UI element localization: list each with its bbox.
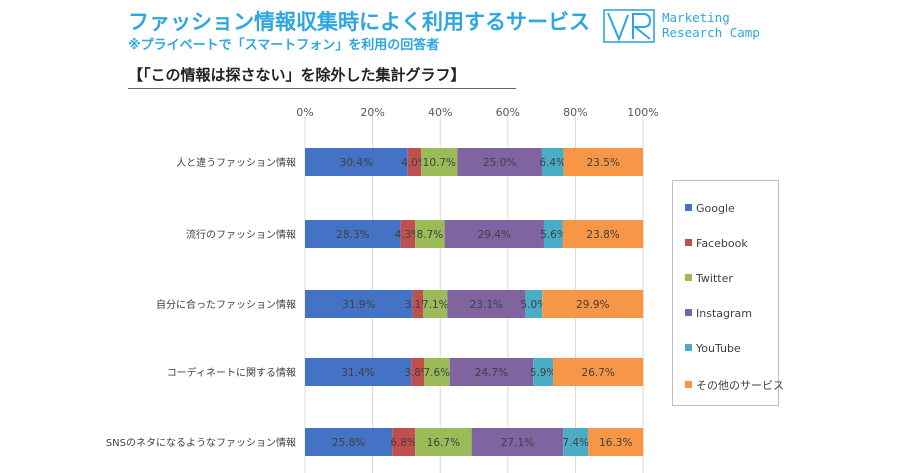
data-label: 25.8% xyxy=(332,437,365,449)
bar-segment xyxy=(415,428,472,456)
section-underline xyxy=(128,88,516,89)
data-label: 25.0% xyxy=(483,157,516,169)
category-label: 自分に合ったファッション情報 xyxy=(156,298,296,311)
page-title: ファッション情報収集時によく利用するサービス xyxy=(128,10,590,34)
bar-segment xyxy=(305,148,408,176)
legend-swatch xyxy=(685,274,692,281)
bar-segment xyxy=(305,220,401,248)
bar-segment xyxy=(411,358,424,386)
brand-logo xyxy=(603,9,655,43)
legend-item: その他のサービス xyxy=(685,377,784,393)
legend-label: Twitter xyxy=(696,272,733,285)
data-label: 5.6% xyxy=(540,229,567,241)
legend-item: Instagram xyxy=(685,307,752,320)
data-label: 5.9% xyxy=(530,367,557,379)
legend-item: YouTube xyxy=(685,342,741,355)
data-label: 24.7% xyxy=(475,367,508,379)
data-label: 6.4% xyxy=(539,157,566,169)
legend-item: Twitter xyxy=(685,272,733,285)
brand-name: Marketing Research Camp xyxy=(662,10,760,40)
bar-segment xyxy=(457,148,542,176)
bar-segment xyxy=(525,290,543,318)
bar-segment xyxy=(423,290,448,318)
legend-label: その他のサービス xyxy=(696,379,784,392)
x-tick-label: 80% xyxy=(563,106,587,119)
bar-segment xyxy=(412,290,424,318)
data-label: 4.3% xyxy=(395,229,422,241)
data-label: 23.5% xyxy=(587,157,620,169)
category-label: コーディネートに関する情報 xyxy=(167,366,296,379)
legend-swatch xyxy=(685,239,692,246)
data-label: 8.7% xyxy=(417,229,444,241)
category-label: 流行のファッション情報 xyxy=(186,228,296,241)
bar-segment xyxy=(392,428,416,456)
bar-segment xyxy=(542,290,644,318)
data-label: 26.7% xyxy=(582,367,615,379)
data-label: 6.8% xyxy=(390,437,417,449)
bar-segment xyxy=(543,220,563,248)
data-label: 29.9% xyxy=(576,299,609,311)
stacked-bar-chart: 0% 20% 40% 60% 80% 100% 人と違うファッション情報流行のファッション情… xyxy=(106,106,659,473)
x-tick-label: 60% xyxy=(496,106,520,119)
x-tick-label: 100% xyxy=(627,106,658,119)
data-label: 23.1% xyxy=(470,299,503,311)
legend-item: Google xyxy=(685,202,735,215)
x-tick-label: 0% xyxy=(296,106,313,119)
legend-label: Instagram xyxy=(696,307,752,320)
bar-segment xyxy=(423,358,450,386)
bar-segment xyxy=(305,358,412,386)
bar-segment xyxy=(421,148,458,176)
data-label: 29.4% xyxy=(478,229,511,241)
data-label: 16.7% xyxy=(427,437,460,449)
category-label: 人と違うファッション情報 xyxy=(176,156,296,169)
data-label: 31.4% xyxy=(341,367,374,379)
bar-segment xyxy=(407,148,422,176)
legend-swatch xyxy=(685,381,692,388)
data-label: 23.8% xyxy=(586,229,619,241)
legend-label: Facebook xyxy=(696,237,748,250)
bar-segment xyxy=(305,428,393,456)
bar-segment xyxy=(562,220,644,248)
data-label: 5.0% xyxy=(520,299,547,311)
data-label: 7.4% xyxy=(562,437,589,449)
bar-segment xyxy=(563,148,643,176)
legend-swatch xyxy=(685,344,692,351)
data-label: 10.7% xyxy=(423,157,456,169)
legend-item: Facebook xyxy=(685,237,748,250)
data-label: 7.1% xyxy=(422,299,449,311)
chart-legend: Google Facebook Twitter Instagram YouTube その他… xyxy=(672,180,784,406)
x-tick-label: 40% xyxy=(428,106,452,119)
bar-segment xyxy=(447,290,526,318)
bar-segment xyxy=(415,220,445,248)
brand-line-2: Research Camp xyxy=(662,25,760,40)
section-title: 【「この情報は探さない」を除外した集計グラフ】 xyxy=(128,66,466,84)
page-subtitle: ※プライベートで「スマートフォン」を利用の回答者 xyxy=(128,38,440,53)
bar-segment xyxy=(541,148,564,176)
data-label: 28.3% xyxy=(336,229,369,241)
data-label: 27.1% xyxy=(501,437,534,449)
bar-segment xyxy=(471,428,564,456)
x-tick-label: 20% xyxy=(360,106,384,119)
bar-segment xyxy=(588,428,644,456)
legend-swatch xyxy=(685,204,692,211)
category-label: SNSのネタになるようなファッション情報 xyxy=(106,436,296,449)
bar-segment xyxy=(444,220,544,248)
brand-line-1: Marketing xyxy=(662,10,730,25)
legend-swatch xyxy=(685,309,692,316)
bar-segment xyxy=(533,358,554,386)
bar-segment xyxy=(553,358,644,386)
data-label: 4.0% xyxy=(401,157,428,169)
bar-segment xyxy=(449,358,534,386)
data-label: 31.9% xyxy=(342,299,375,311)
data-label: 7.6% xyxy=(423,367,450,379)
data-label: 16.3% xyxy=(599,437,632,449)
data-label: 30.4% xyxy=(340,157,373,169)
bar-segment xyxy=(305,290,413,318)
bar-segment xyxy=(400,220,416,248)
legend-label: YouTube xyxy=(696,342,741,355)
bar-segment xyxy=(563,428,589,456)
legend-label: Google xyxy=(696,202,735,215)
